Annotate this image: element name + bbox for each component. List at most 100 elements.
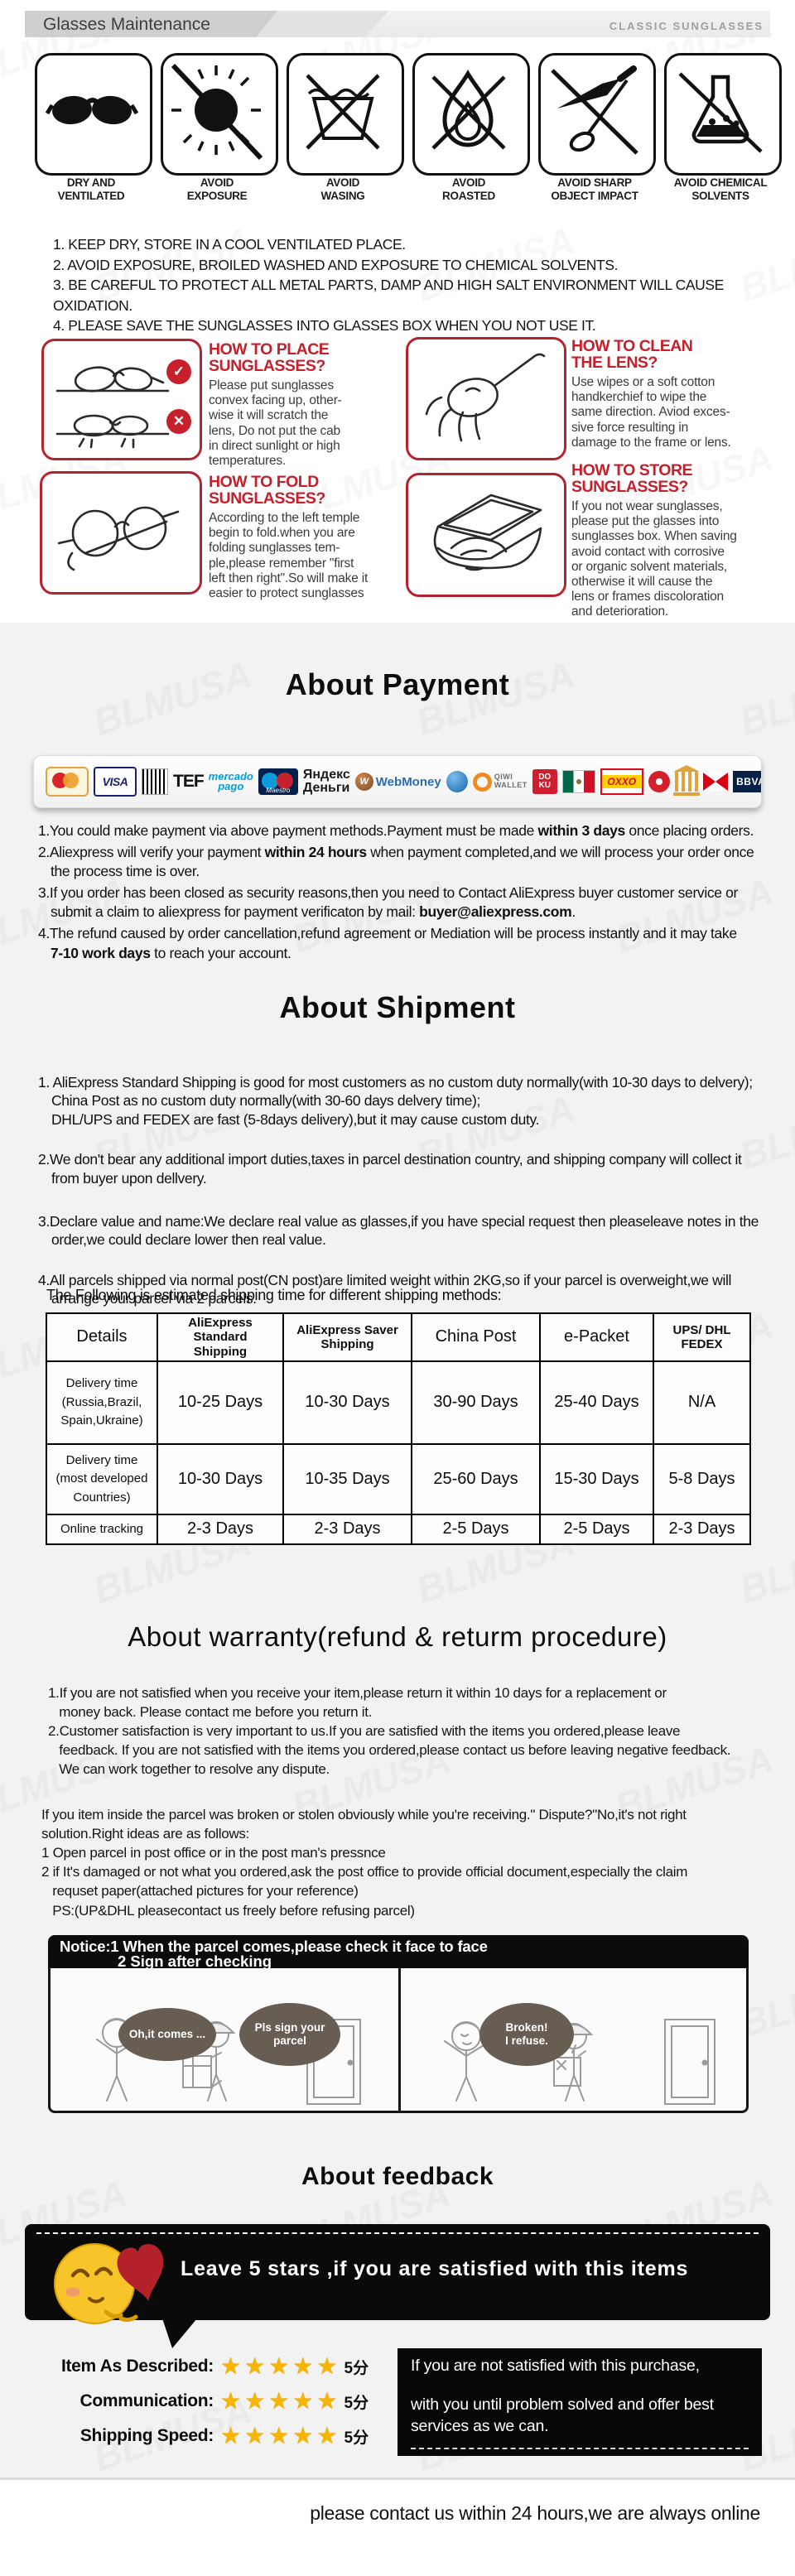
header-cell: UPS/ DHL FEDEX — [653, 1312, 751, 1362]
warranty-text: 1.If you are not satisfied when you rece… — [48, 1685, 731, 1777]
howto-title: HOW TO STORE SUNGLASSES? — [571, 461, 693, 497]
notice-bar — [48, 1935, 749, 1968]
shipment-heading: About Shipment — [279, 990, 516, 1024]
notice-block: Notice:1 When the parcel comes,please ch… — [48, 1935, 749, 2113]
howto-body: If you not wear sunglasses, please put t… — [571, 499, 737, 619]
howto-body: Use wipes or a soft cotton handkerchief … — [571, 375, 731, 450]
yandex-money-logo: Яндекс Деньги — [302, 768, 350, 795]
sunglasses-icon — [45, 95, 139, 125]
shipment-note: 2.We don't bear any additional import du… — [38, 1151, 742, 1187]
boleto-barcode-logo — [142, 768, 168, 795]
note-text: to reach your account. — [150, 944, 292, 961]
payment-note: 1.You could make payment via above payme… — [38, 821, 783, 840]
howto-title: HOW TO CLEAN THE LENS? — [571, 337, 693, 373]
tef-logo: TEF — [173, 772, 205, 791]
header-cell: China Post — [411, 1312, 541, 1362]
table-cell: 10-30 Days — [282, 1360, 412, 1445]
globe-logo — [446, 771, 468, 792]
icon-caption: AVOID WASING — [320, 176, 365, 202]
howto-store-illustration — [406, 473, 566, 597]
table-cell: 25-60 Days — [411, 1442, 541, 1515]
card-avoid-washing — [287, 53, 404, 176]
visa-text: VISA — [102, 775, 128, 788]
promise-dashed-line — [411, 2447, 749, 2449]
note-text-bold: buyer@aliexpress.com — [419, 903, 572, 921]
table-cell: 2-5 Days — [539, 1513, 654, 1545]
howto-clean-illustration — [406, 337, 566, 460]
header-right-label: CLASSIC SUNGLASSES — [609, 20, 764, 32]
maintenance-rules: 1. KEEP DRY, STORE IN A COOL VENTILATED … — [53, 236, 724, 334]
note-text: 3.If you order has been closed as securi… — [38, 884, 739, 921]
howto-title: HOW TO PLACE SUNGLASSES? — [209, 340, 330, 376]
header-cell: AliExpress Saver Shipping — [282, 1312, 412, 1362]
header-cell: e-Packet — [539, 1312, 654, 1362]
table-cell: 25-40 Days — [539, 1360, 654, 1445]
info-panel-background — [0, 623, 795, 2480]
folded-glasses-sketch — [57, 506, 180, 571]
howto-clean-text: HOW TO CLEAN THE LENS? Use wipes or a so… — [571, 338, 758, 450]
service-promise-box: If you are not satisfied with this purch… — [398, 2348, 762, 2456]
no-washing-icon — [306, 74, 380, 150]
table-cell: 10-35 Days — [282, 1442, 412, 1515]
payment-note: 4.The refund caused by order cancellatio… — [38, 924, 783, 962]
speech-bubble: Oh,it comes ... — [118, 2008, 216, 2061]
note-text-bold: 7-10 work days — [51, 944, 151, 961]
comic-panel2-figures — [444, 2019, 716, 2105]
howto-place-illustration: ✓ ✕ — [41, 339, 202, 460]
mercado-pago-logo: mercado pago — [208, 769, 253, 792]
rating-label: Item As Described: — [60, 2357, 214, 2376]
table-intro: The Following is estimated shipping time… — [46, 1287, 502, 1303]
table-cell: Online tracking — [46, 1513, 158, 1545]
table-cell: 30-90 Days — [411, 1360, 541, 1445]
star-icons: ★★★★★ — [220, 2388, 341, 2414]
note-text: 2.Aliexpress will verify your payment — [38, 844, 265, 861]
feedback-heading: About feedback — [301, 2163, 494, 2190]
footer-contact-line: please contact us within 24 hours,we are… — [310, 2502, 760, 2524]
rating-label: Shipping Speed: — [80, 2426, 214, 2445]
warranty-heading: About warranty(refund & returm procedure… — [128, 1621, 667, 1652]
icon-caption: AVOID SHARP OBJECT IMPACT — [551, 176, 638, 202]
comic-divider — [398, 1968, 401, 2111]
qiwi-wallet-logo: QIWI WALLET — [472, 772, 528, 792]
shipment-note: 1. AliExpress Standard Shipping is good … — [38, 1074, 753, 1128]
table-row: Delivery time (Russia,Brazil, Spain,Ukra… — [46, 1360, 751, 1445]
header-tab — [25, 11, 277, 37]
header-cell: AliExpress Standard Shipping — [157, 1312, 284, 1362]
note-text: 1.You could make payment via above payme… — [38, 822, 538, 839]
card-avoid-roasted — [412, 53, 530, 176]
table-cell: N/A — [653, 1360, 751, 1445]
maestro-text: Maestro — [266, 787, 291, 794]
table-cell: Delivery time (Russia,Brazil, Spain,Ukra… — [46, 1360, 158, 1445]
table-cell: 10-25 Days — [157, 1360, 284, 1445]
payment-heading: About Payment — [285, 667, 510, 701]
notice-line2: 2 Sign after checking — [118, 1952, 272, 1970]
table-cell: 2-3 Days — [282, 1513, 412, 1545]
banner-text: Leave 5 stars ,if you are satisfied with… — [181, 2257, 689, 2280]
heart-emoji-icon — [48, 2232, 172, 2336]
payment-note: 3.If you order has been closed as securi… — [38, 884, 783, 922]
qiwi-text: QIWI WALLET — [494, 773, 528, 789]
table-row: Delivery time (most developed Countries)… — [46, 1442, 751, 1515]
speech-bubble: Pls sign your parcel — [239, 2003, 340, 2066]
mastercard-logo — [46, 767, 89, 797]
howto-place-text: HOW TO PLACE SUNGLASSES? Please put sung… — [209, 341, 395, 469]
speech-bubble: Broken! I refuse. — [479, 2003, 574, 2066]
webmoney-text: WebMoney — [375, 774, 441, 789]
table-cell: 5-8 Days — [653, 1442, 751, 1515]
doku-logo: DO KU — [532, 769, 557, 794]
table-cell: 15-30 Days — [539, 1442, 654, 1515]
note-text: 4.The refund caused by order cancellatio… — [38, 925, 737, 942]
note-text-bold: within 24 hours — [264, 844, 367, 861]
star-icons: ★★★★★ — [220, 2423, 341, 2448]
note-text-bold: within 3 days — [537, 822, 626, 839]
shipment-note: 3.Declare value and name:We declare real… — [38, 1212, 759, 1249]
icon-caption: AVOID EXPOSURE — [186, 176, 248, 202]
no-chemicals-icon — [678, 72, 763, 153]
table-cell: 2-5 Days — [411, 1513, 541, 1545]
howto-body: According to the left temple begin to fo… — [209, 511, 369, 600]
dispute-text: If you item inside the parcel was broken… — [41, 1807, 688, 1919]
visa-logo: VISA — [94, 767, 137, 797]
icon-caption: AVOID ROASTED — [442, 176, 495, 202]
table-row: Online tracking 2-3 Days 2-3 Days 2-5 Da… — [46, 1513, 751, 1545]
rosette-logo — [648, 771, 670, 792]
